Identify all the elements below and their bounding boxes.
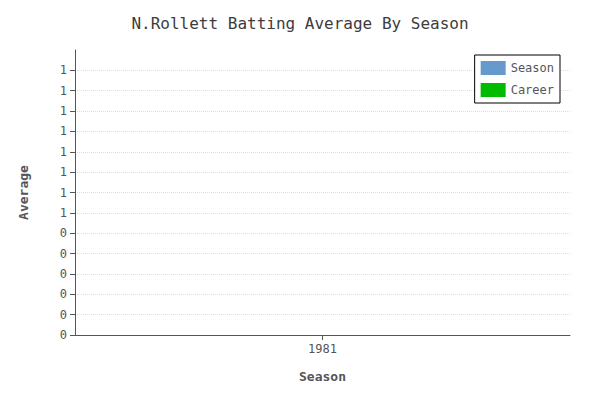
svg-text:0: 0: [60, 247, 67, 261]
svg-text:1: 1: [60, 145, 67, 159]
svg-text:0: 0: [60, 226, 67, 240]
svg-text:Season: Season: [299, 369, 346, 384]
svg-text:1: 1: [60, 165, 67, 179]
svg-text:0: 0: [60, 267, 67, 281]
svg-text:0: 0: [60, 308, 67, 322]
svg-text:1: 1: [60, 104, 67, 118]
svg-text:1: 1: [60, 63, 67, 77]
svg-text:Season: Season: [511, 61, 554, 75]
svg-text:0: 0: [60, 287, 67, 301]
svg-text:N.Rollett Batting Average By S: N.Rollett Batting Average By Season: [131, 14, 468, 33]
svg-text:1: 1: [60, 186, 67, 200]
svg-text:0: 0: [60, 328, 67, 342]
svg-text:Career: Career: [511, 83, 554, 97]
svg-text:Average: Average: [16, 165, 31, 220]
svg-text:1: 1: [60, 124, 67, 138]
svg-text:1: 1: [60, 84, 67, 98]
svg-text:1981: 1981: [308, 342, 337, 356]
svg-text:1: 1: [60, 206, 67, 220]
